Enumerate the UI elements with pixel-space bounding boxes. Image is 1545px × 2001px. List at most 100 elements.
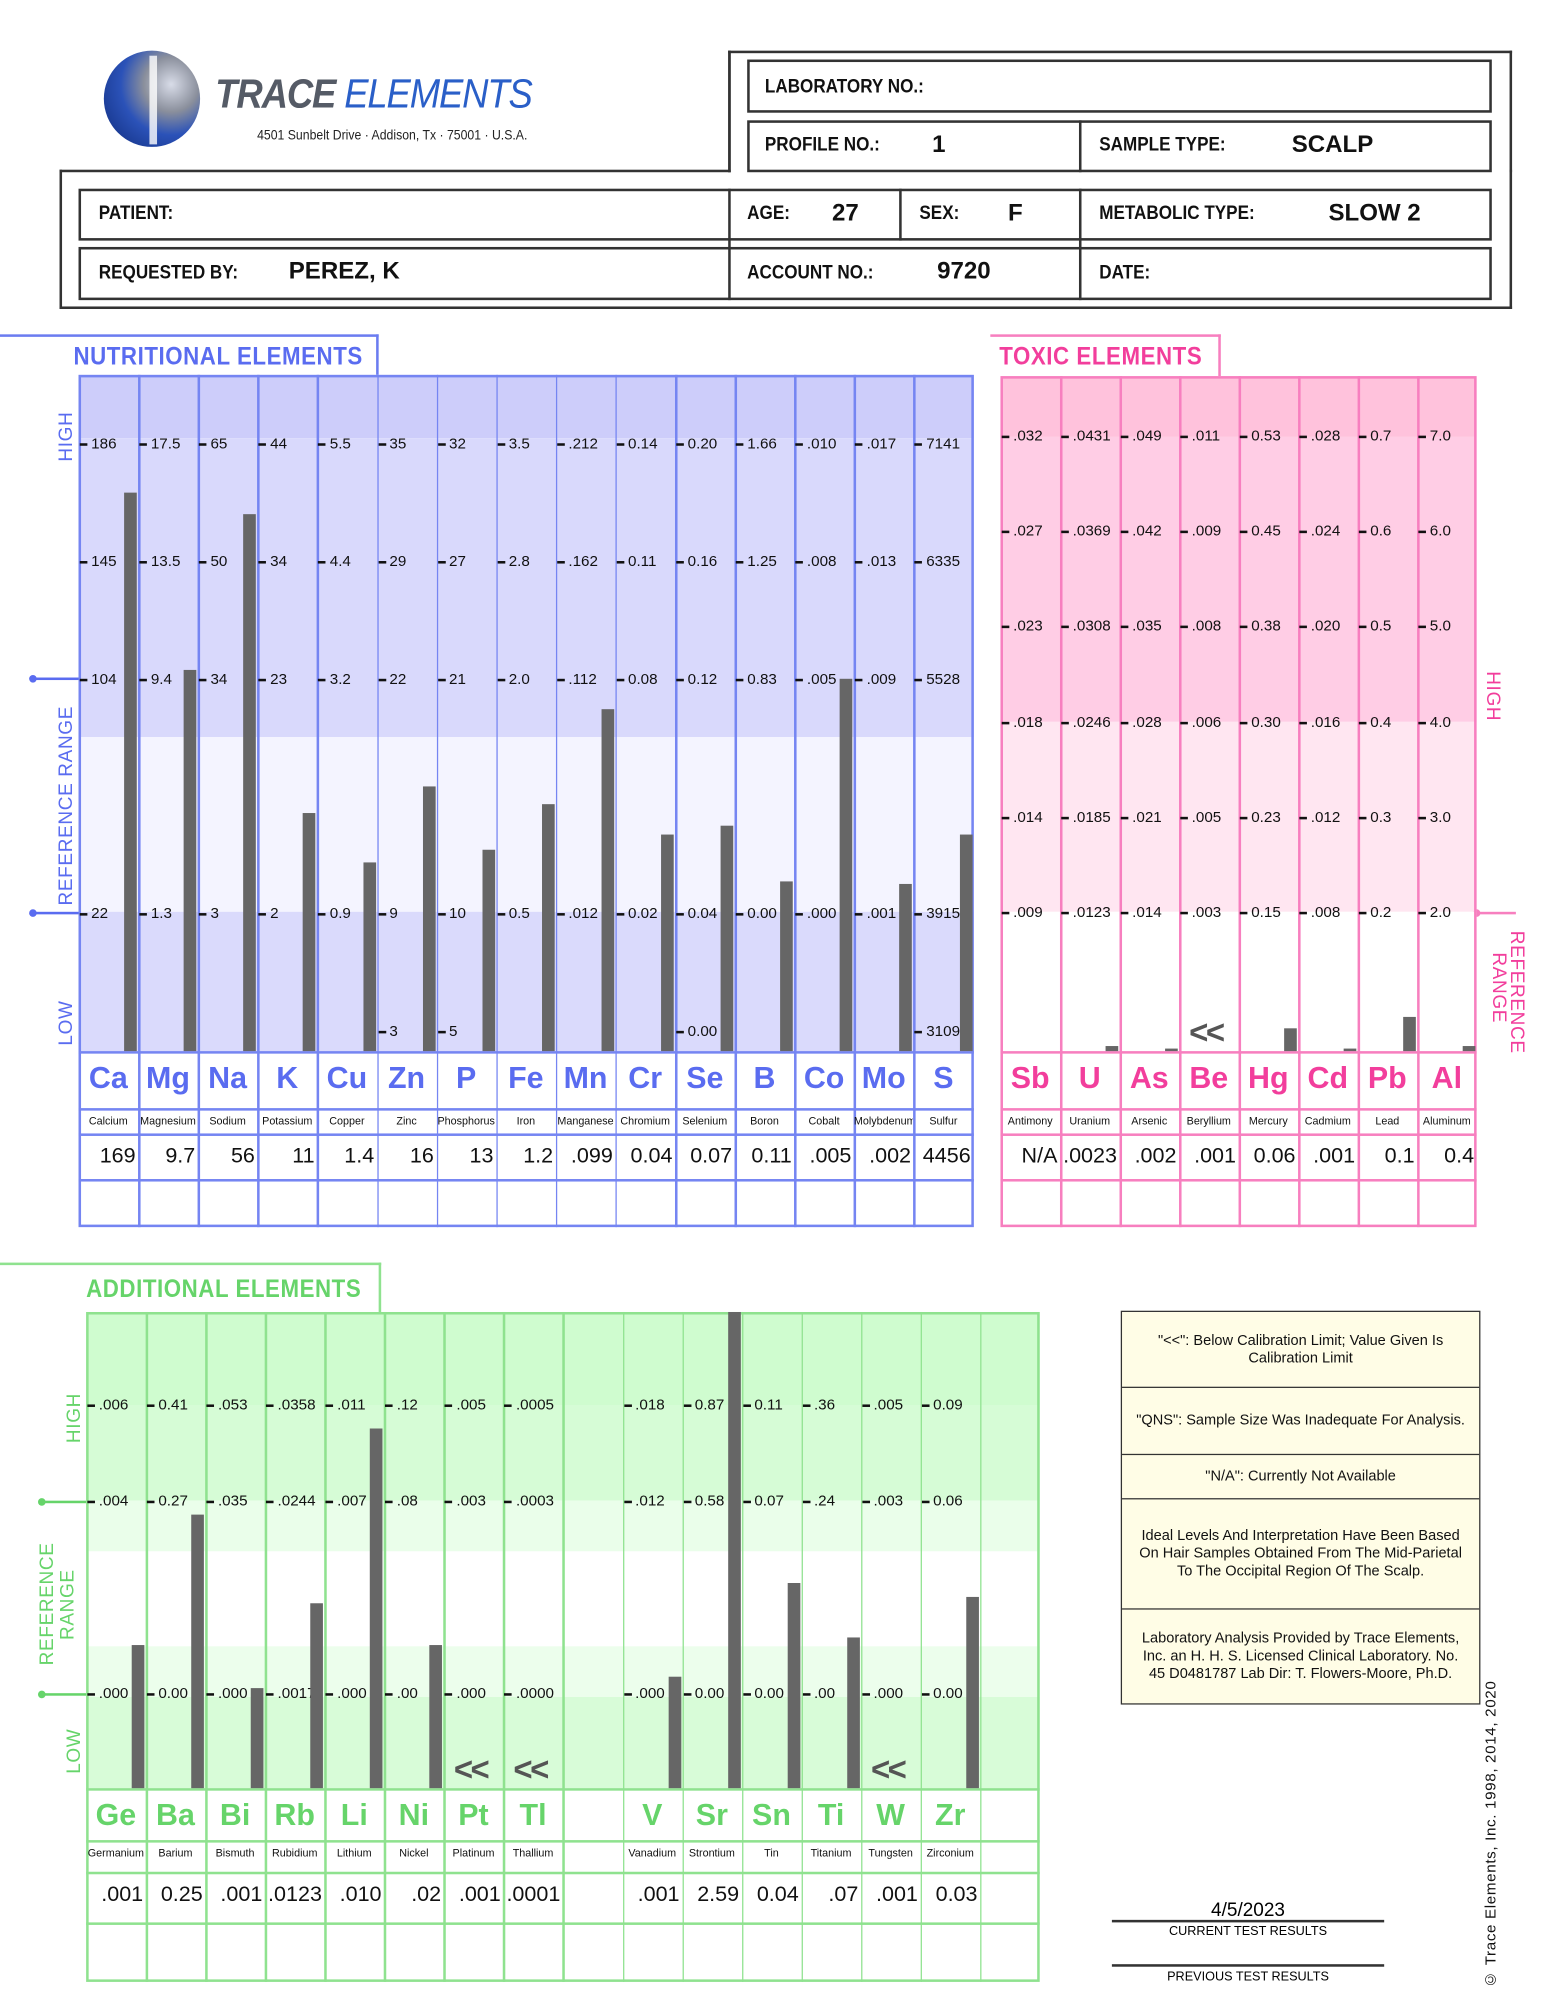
element-level-bar [846,1637,860,1789]
scale-tick-label: .012 [1299,809,1341,824]
column-divider [794,374,797,1228]
metabolic-type-label: METABOLIC TYPE: [1099,202,1255,225]
column-divider [682,1311,684,1982]
element-symbol: U [1078,1061,1101,1096]
profile-no-value: 1 [932,131,946,159]
element-symbol: Co [803,1061,845,1096]
element-symbol: Mg [146,1061,190,1096]
column-divider [801,1311,804,1982]
element-result-value: 0.04 [756,1881,799,1906]
scale-tick-label: 0.00 [683,1686,725,1701]
logo-brand-elements: ELEMENTS [344,70,533,117]
scale-tick-label: 2 [259,905,278,920]
scale-tick-label: 44 [259,436,287,451]
element-symbol: Tl [519,1798,547,1833]
notes-box: "<<": Below Calibration Limit; Value Giv… [1120,1310,1481,1705]
element-result-value: .001 [220,1881,263,1906]
scale-tick-label: .027 [1002,523,1043,538]
scale-tick-label: 9.4 [139,671,172,686]
element-symbol: Cr [628,1061,663,1096]
scale-tick-label: .009 [1180,523,1222,538]
element-level-bar [780,882,794,1052]
element-name: Barium [158,1846,193,1860]
scale-tick-label: 0.41 [147,1397,188,1412]
element-symbol: Se [686,1061,724,1096]
element-result-value: 9.7 [165,1143,196,1168]
scale-tick-label: .008 [1299,904,1341,919]
scale-tick-label: 1.66 [736,436,777,451]
scale-tick-label: 2.8 [497,553,530,568]
element-result-value: .099 [570,1143,613,1168]
element-result-value: 0.11 [751,1143,792,1168]
scale-tick-label: 1.25 [736,553,777,568]
below-limit-marker: << [1189,1013,1225,1052]
scale-tick-label: 9 [378,905,397,920]
scale-tick-label: .008 [1180,618,1222,633]
element-result-value: 16 [409,1143,434,1168]
scale-tick-label: 17.5 [139,436,181,451]
element-result-value: 0.4 [1444,1143,1475,1168]
column-divider [853,374,856,1228]
scale-tick-label: 0.38 [1240,618,1281,633]
scale-tick-label: .014 [1002,809,1043,824]
element-result-value: .010 [339,1881,382,1906]
scale-tick-label: 5 [438,1023,457,1038]
scale-tick-label: .049 [1121,428,1162,443]
scale-tick-label: 0.15 [1240,904,1281,919]
note-interpretation: Ideal Levels And Interpretation Have Bee… [1122,1499,1480,1610]
element-result-value: .0023 [1063,1143,1117,1168]
column-divider [1417,376,1420,1228]
scale-tick-label: .0123 [1061,904,1111,919]
scale-tick-label: 0.27 [147,1493,188,1508]
scale-tick-label: .000 [624,1686,665,1701]
scale-tick-label: 3 [199,905,218,920]
additional-low-label: LOW [63,1728,85,1774]
element-name: Chromium [620,1114,670,1128]
scale-tick-label: 0.00 [736,905,777,920]
element-symbol: Mo [861,1061,906,1096]
column-divider [145,1311,148,1982]
element-level-bar [422,786,436,1052]
scale-tick-label: .0005 [505,1397,554,1412]
reference-low-marker [29,909,79,917]
laboratory-no-label: LABORATORY NO.: [764,75,924,98]
scale-tick-label: .112 [557,671,596,686]
scale-tick-label: 0.08 [617,671,658,686]
nutritional-low-label: LOW [55,1000,78,1046]
element-name: Boron [750,1114,779,1128]
element-result-value: 13 [469,1143,494,1168]
element-name: Sodium [209,1114,246,1128]
element-name: Vanadium [628,1846,677,1860]
requested-by-value: PEREZ, K [288,258,400,285]
scale-tick-label: 104 [80,671,116,686]
element-name: Antimony [1007,1114,1053,1128]
scale-tick-label: 34 [259,553,287,568]
column-divider [980,1311,982,1982]
additional-high-label: HIGH [63,1393,85,1444]
additional-reference-high-marker [37,1498,87,1506]
row-divider [78,1108,974,1111]
toxic-reference-marker [1472,909,1516,917]
element-result-value: 1.4 [344,1143,375,1168]
scale-tick-label: .0431 [1061,428,1111,443]
column-divider [496,374,498,1228]
scale-tick-label: 10 [438,905,466,920]
element-symbol: V [642,1798,663,1833]
scale-tick-label: .007 [326,1493,367,1508]
additional-reference-low-marker [37,1690,87,1699]
element-level-bar [243,513,257,1052]
element-symbol: As [1129,1061,1169,1096]
element-result-value: .002 [869,1143,912,1168]
scale-tick-label: .00 [803,1686,835,1701]
element-level-bar [1462,1045,1476,1052]
element-result-value: 11 [292,1143,315,1168]
element-result-value: .02 [411,1881,442,1906]
column-divider [436,374,439,1228]
scale-tick-label: .032 [1002,428,1043,443]
scale-tick-label: .011 [326,1397,365,1412]
element-result-value: 169 [99,1143,136,1168]
element-symbol: Pb [1367,1061,1407,1096]
scale-tick-label: .000 [796,905,837,920]
scale-tick-label: 0.02 [617,905,658,920]
